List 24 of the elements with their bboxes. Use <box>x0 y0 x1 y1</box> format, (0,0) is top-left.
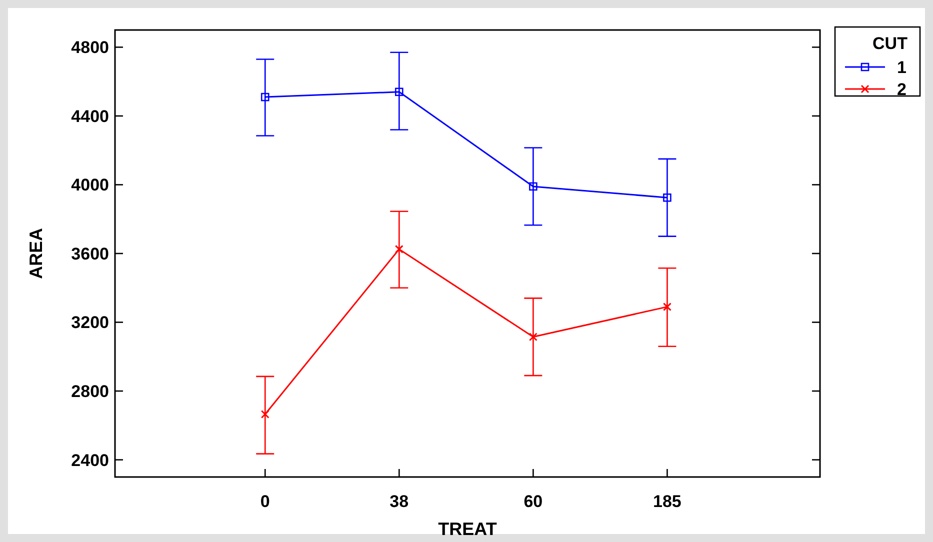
point <box>394 244 404 254</box>
point <box>662 302 672 312</box>
y-tick-label: 3200 <box>71 313 109 332</box>
y-tick-label: 2400 <box>71 450 109 470</box>
x-tick-label: 38 <box>390 492 409 511</box>
point <box>663 193 672 202</box>
point <box>394 88 404 96</box>
x-tick-label: 185 <box>653 492 682 511</box>
y-tick-label: 4000 <box>71 176 109 195</box>
point <box>529 182 538 191</box>
y-tick-label: 4800 <box>71 38 109 58</box>
y-axis-title: AREA <box>26 228 46 280</box>
point <box>260 410 270 418</box>
y-tick-label: 3600 <box>71 244 109 264</box>
legend-title: CUT <box>872 34 908 53</box>
y-tick-label: 2800 <box>71 382 109 401</box>
y-tick-label: 4400 <box>71 106 109 126</box>
point <box>260 92 270 102</box>
x-tick-label: 60 <box>524 492 543 511</box>
legend-label: 2 <box>897 80 906 99</box>
x-tick-label: 0 <box>260 492 270 511</box>
point <box>528 332 538 342</box>
x-axis-title: TREAT <box>438 519 497 539</box>
legend-label: 1 <box>897 58 906 77</box>
